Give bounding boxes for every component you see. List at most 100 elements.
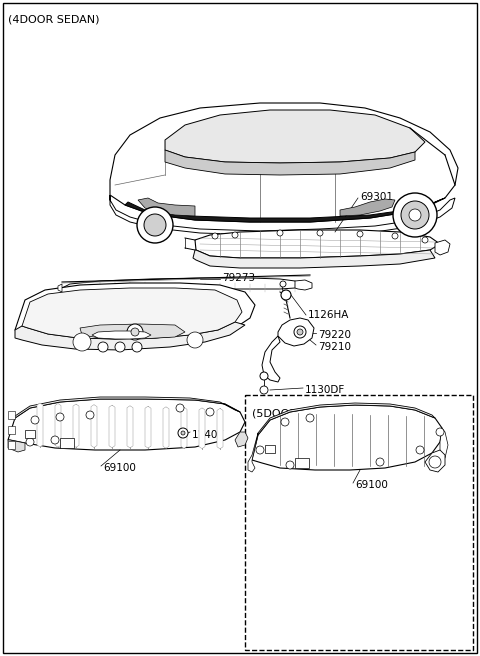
Polygon shape — [127, 405, 133, 448]
Polygon shape — [8, 411, 15, 419]
Circle shape — [401, 201, 429, 229]
Circle shape — [429, 456, 441, 468]
Polygon shape — [435, 240, 450, 255]
Polygon shape — [340, 199, 395, 216]
Polygon shape — [37, 403, 43, 447]
Polygon shape — [22, 288, 242, 339]
Text: (5DOOR SEDAN): (5DOOR SEDAN) — [252, 408, 343, 418]
Circle shape — [26, 438, 34, 446]
Circle shape — [51, 436, 59, 444]
Circle shape — [98, 342, 108, 352]
Polygon shape — [248, 433, 258, 472]
Polygon shape — [199, 408, 205, 449]
Text: (4DOOR SEDAN): (4DOOR SEDAN) — [8, 15, 99, 25]
Circle shape — [422, 237, 428, 243]
Polygon shape — [15, 322, 245, 350]
Bar — [60, 438, 74, 448]
Circle shape — [286, 461, 294, 469]
Circle shape — [144, 214, 166, 236]
Polygon shape — [58, 284, 62, 292]
Circle shape — [376, 458, 384, 466]
Circle shape — [281, 290, 291, 300]
Polygon shape — [145, 406, 151, 448]
Circle shape — [392, 233, 398, 239]
Circle shape — [31, 416, 39, 424]
Polygon shape — [138, 198, 195, 216]
Circle shape — [256, 446, 264, 454]
Circle shape — [393, 193, 437, 237]
Text: 69100: 69100 — [355, 480, 388, 490]
Circle shape — [294, 326, 306, 338]
Circle shape — [260, 386, 268, 394]
Circle shape — [176, 404, 184, 412]
Polygon shape — [92, 331, 151, 339]
Polygon shape — [73, 404, 79, 447]
Text: 79210: 79210 — [318, 342, 351, 352]
Circle shape — [436, 428, 444, 436]
Polygon shape — [55, 403, 61, 447]
Text: 69200: 69200 — [90, 303, 123, 313]
Text: 79273: 79273 — [222, 273, 255, 283]
Circle shape — [409, 209, 421, 221]
Polygon shape — [165, 150, 415, 175]
Circle shape — [317, 230, 323, 236]
Circle shape — [73, 333, 91, 351]
Text: 11407: 11407 — [192, 430, 225, 440]
Circle shape — [232, 232, 238, 238]
Polygon shape — [15, 397, 240, 418]
Polygon shape — [425, 450, 445, 472]
Polygon shape — [278, 318, 314, 346]
Polygon shape — [125, 198, 445, 222]
Circle shape — [178, 428, 188, 438]
Polygon shape — [163, 407, 169, 448]
Bar — [295, 458, 309, 468]
Circle shape — [297, 329, 303, 335]
Bar — [25, 430, 35, 438]
Polygon shape — [217, 409, 223, 449]
Polygon shape — [91, 405, 97, 447]
Circle shape — [357, 231, 363, 237]
Polygon shape — [195, 230, 440, 258]
Bar — [245, 395, 473, 650]
Polygon shape — [181, 407, 187, 449]
Polygon shape — [110, 195, 455, 235]
Polygon shape — [252, 405, 442, 470]
Text: 69301: 69301 — [360, 192, 393, 202]
Circle shape — [416, 446, 424, 454]
Polygon shape — [8, 426, 15, 434]
Polygon shape — [193, 250, 435, 268]
Circle shape — [181, 431, 185, 435]
Polygon shape — [8, 440, 25, 452]
Polygon shape — [62, 278, 298, 292]
Text: 69100: 69100 — [103, 463, 136, 473]
Polygon shape — [258, 403, 435, 435]
Circle shape — [137, 207, 173, 243]
Circle shape — [86, 411, 94, 419]
Polygon shape — [440, 428, 448, 460]
Text: 79283: 79283 — [90, 318, 123, 328]
Circle shape — [281, 418, 289, 426]
Circle shape — [132, 342, 142, 352]
Polygon shape — [8, 399, 245, 450]
Text: 1126HA: 1126HA — [308, 310, 349, 320]
Circle shape — [187, 332, 203, 348]
Polygon shape — [15, 283, 255, 343]
Circle shape — [115, 342, 125, 352]
Polygon shape — [235, 432, 248, 447]
Text: 79220: 79220 — [318, 330, 351, 340]
Circle shape — [56, 413, 64, 421]
Circle shape — [127, 324, 143, 340]
Circle shape — [212, 233, 218, 239]
Polygon shape — [80, 324, 185, 339]
Polygon shape — [8, 441, 15, 449]
Text: 1130DF: 1130DF — [305, 385, 345, 395]
Polygon shape — [110, 103, 458, 222]
Circle shape — [280, 281, 286, 287]
Circle shape — [206, 408, 214, 416]
Circle shape — [306, 414, 314, 422]
Polygon shape — [165, 110, 425, 163]
Polygon shape — [262, 336, 280, 382]
Circle shape — [260, 372, 268, 380]
Polygon shape — [109, 405, 115, 448]
Bar — [265, 445, 275, 453]
